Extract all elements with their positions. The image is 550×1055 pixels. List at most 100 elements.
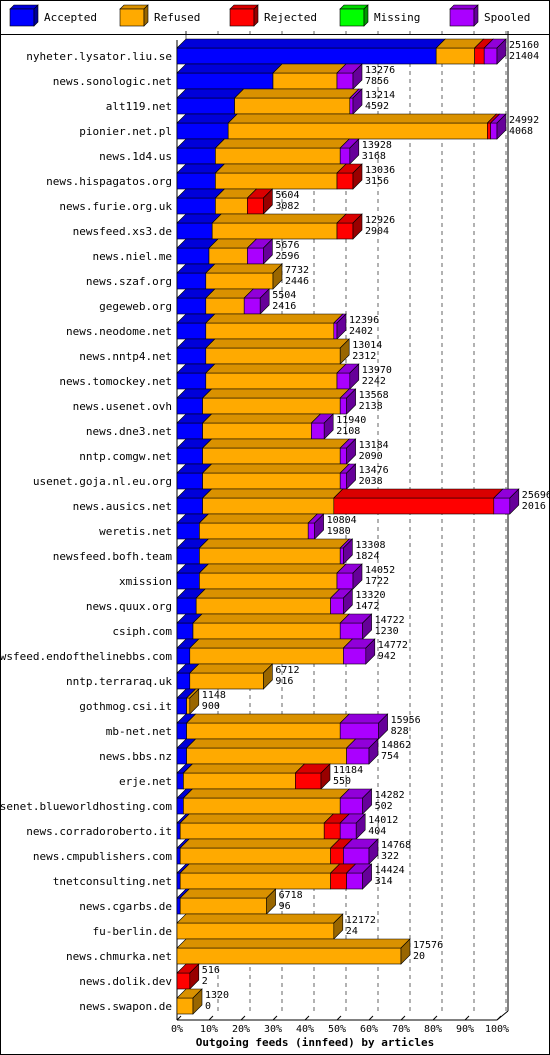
category-label: news.cgarbs.de — [79, 900, 172, 913]
bar-segment-refused — [179, 822, 325, 840]
bar-segment-refused — [179, 872, 331, 890]
bar-segment-rejected — [176, 972, 191, 990]
bar-segment-refused — [202, 497, 335, 515]
x-tick-mark — [240, 1015, 246, 1021]
offered-count: 13928 — [362, 140, 392, 151]
bar-segment-accepted — [176, 747, 187, 765]
bar-segment-side — [266, 888, 276, 915]
bar-segment-top — [189, 663, 274, 674]
offered-count: 5604 — [275, 190, 299, 201]
offered-count: 11940 — [336, 415, 366, 426]
bar-segment-refused — [183, 797, 341, 815]
legend-swatch — [119, 8, 145, 27]
bar-segment-accepted — [176, 522, 200, 540]
bar-segment-side — [346, 388, 356, 415]
bar-segment-rejected — [247, 197, 264, 215]
offered-count: 6712 — [275, 665, 299, 676]
bar-segment-top — [176, 913, 344, 924]
accepted-count: 3082 — [275, 201, 299, 212]
legend: Accepted Refused Rejected Missing Spooled — [9, 4, 530, 27]
offered-count: 6718 — [279, 890, 303, 901]
bar-segment-spooled — [346, 747, 370, 765]
bar-csiph.com — [176, 613, 373, 640]
bar-segment-refused — [202, 397, 341, 415]
bar-news.chmurka.net — [176, 938, 411, 965]
accepted-count: 1230 — [375, 626, 399, 637]
bar-segment-spooled — [493, 497, 511, 515]
bar-segment-spooled — [311, 422, 325, 440]
accepted-count: 2108 — [336, 426, 360, 437]
bar-segment-top — [179, 863, 341, 874]
bar-segment-side — [509, 488, 520, 515]
category-label: news.bbs.nz — [99, 750, 172, 763]
x-tick-mark — [336, 1015, 342, 1021]
legend-swatch-side — [253, 4, 259, 27]
bar-news.furie.org.uk — [176, 188, 274, 215]
legend-swatch-top — [339, 4, 369, 10]
bar-news.szaf.org — [176, 263, 283, 290]
legend-item-spooled: Spooled — [449, 4, 530, 27]
category-label: nntp.terraraq.uk — [66, 675, 172, 688]
x-axis-title: Outgoing feeds (innfeed) by articles — [196, 1036, 434, 1049]
bar-segment-refused — [186, 697, 191, 715]
bar-segment-accepted — [176, 797, 184, 815]
legend-swatch-top — [229, 4, 259, 10]
category-label: fu-berlin.de — [93, 925, 172, 938]
bar-segment-top — [185, 738, 357, 749]
category-label: news.swapon.de — [79, 1000, 172, 1013]
accepted-count: 1824 — [355, 551, 379, 562]
bar-segment-side — [189, 688, 200, 715]
x-tick-mark — [432, 1015, 438, 1021]
bar-segment-top — [192, 613, 350, 624]
bar-segment-top — [176, 63, 283, 74]
offered-count: 13970 — [362, 365, 392, 376]
bar-segment-side — [189, 963, 200, 990]
bar-news.swapon.de — [176, 988, 203, 1015]
bar-segment-refused — [205, 272, 274, 290]
bar-segment-accepted — [176, 597, 197, 615]
accepted-count: 4068 — [509, 126, 533, 137]
bar-segment-refused — [176, 997, 194, 1015]
x-tick-mark — [304, 1015, 310, 1021]
x-tick-label: 90% — [456, 1024, 474, 1035]
bar-segment-top — [214, 163, 347, 174]
bar-segment-accepted — [176, 572, 200, 590]
offered-count: 14722 — [375, 615, 405, 626]
legend-label: Missing — [374, 11, 420, 24]
category-labels: nyheter.lysator.liu.se news.sonologic.net… — [0, 50, 172, 1013]
bar-segment-accepted — [176, 222, 213, 240]
offered-count: 17576 — [413, 940, 443, 951]
bar-segment-spooled — [349, 97, 354, 115]
offered-count: 13184 — [359, 440, 389, 451]
bar-segment-top — [214, 138, 350, 149]
bar-segment-spooled — [339, 622, 363, 640]
accepted-count: 2 — [202, 976, 208, 987]
bar-news.ausics.net — [176, 488, 520, 515]
bar-segment-top — [211, 213, 347, 224]
bar-segment-top — [201, 413, 322, 424]
x-tick-mark — [176, 1015, 182, 1021]
bar-segment-side — [368, 738, 379, 765]
bar-segment-refused — [208, 247, 248, 265]
bar-news.nntp4.net — [176, 338, 350, 365]
bar-segment-top — [205, 263, 283, 274]
accepted-count: 7856 — [365, 76, 389, 87]
bar-segment-top — [201, 388, 350, 399]
category-label: gothmog.csi.it — [79, 700, 172, 713]
offered-count: 14424 — [375, 865, 405, 876]
bar-pionier.net.pl — [176, 113, 507, 140]
bar-segment-side — [263, 238, 273, 265]
bar-segment-side — [352, 63, 363, 90]
bar-segment-refused — [215, 172, 338, 190]
legend-swatch — [339, 8, 365, 27]
bar-gegeweb.org — [176, 288, 270, 315]
bar-segment-accepted — [176, 697, 187, 715]
category-label: news.dne3.net — [86, 425, 172, 438]
bar-segment-side — [346, 438, 356, 465]
bars — [176, 38, 520, 1015]
bar-segment-spooled — [243, 297, 261, 315]
bar-segment-spooled — [336, 572, 354, 590]
category-label: news.szaf.org — [86, 275, 172, 288]
offered-count: 14282 — [375, 790, 405, 801]
bar-news.cgarbs.de — [176, 888, 277, 915]
